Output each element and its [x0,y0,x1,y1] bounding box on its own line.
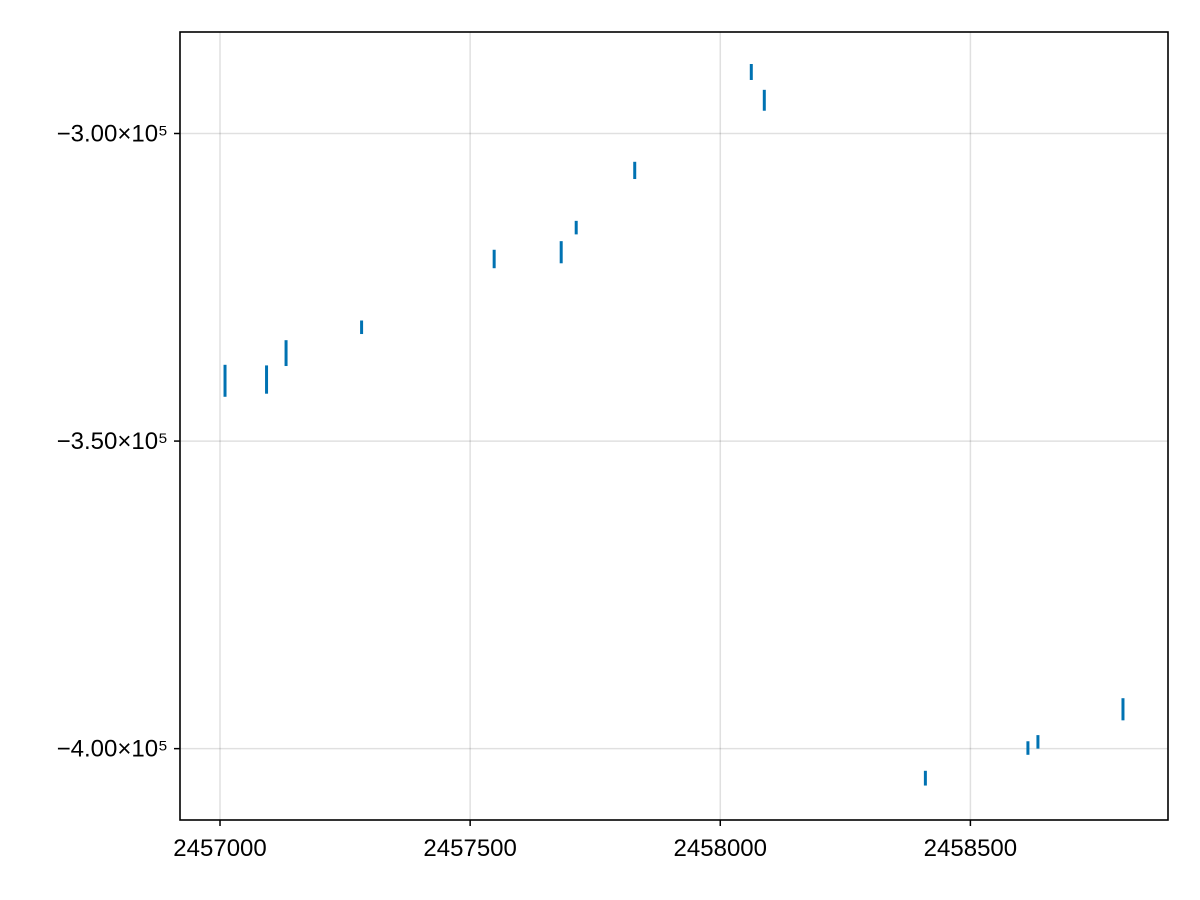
data-layer [223,63,1125,786]
y-tick-label: −3.50×10⁵ [57,428,168,455]
x-tick-label: 2457000 [173,835,266,862]
y-tick-label: −3.00×10⁵ [57,120,168,147]
axis-layer: 2457000 2457500 2458000 2458500 −3.00×10⁵ −3.… [57,120,1018,862]
x-tick-label: 2458500 [924,835,1017,862]
plot-frame [179,31,1169,821]
y-tick-label: −4.00×10⁵ [57,736,168,763]
grid-layer [180,32,1168,820]
x-tick-label: 2458000 [674,835,767,862]
x-tick-label: 2457500 [423,835,516,862]
